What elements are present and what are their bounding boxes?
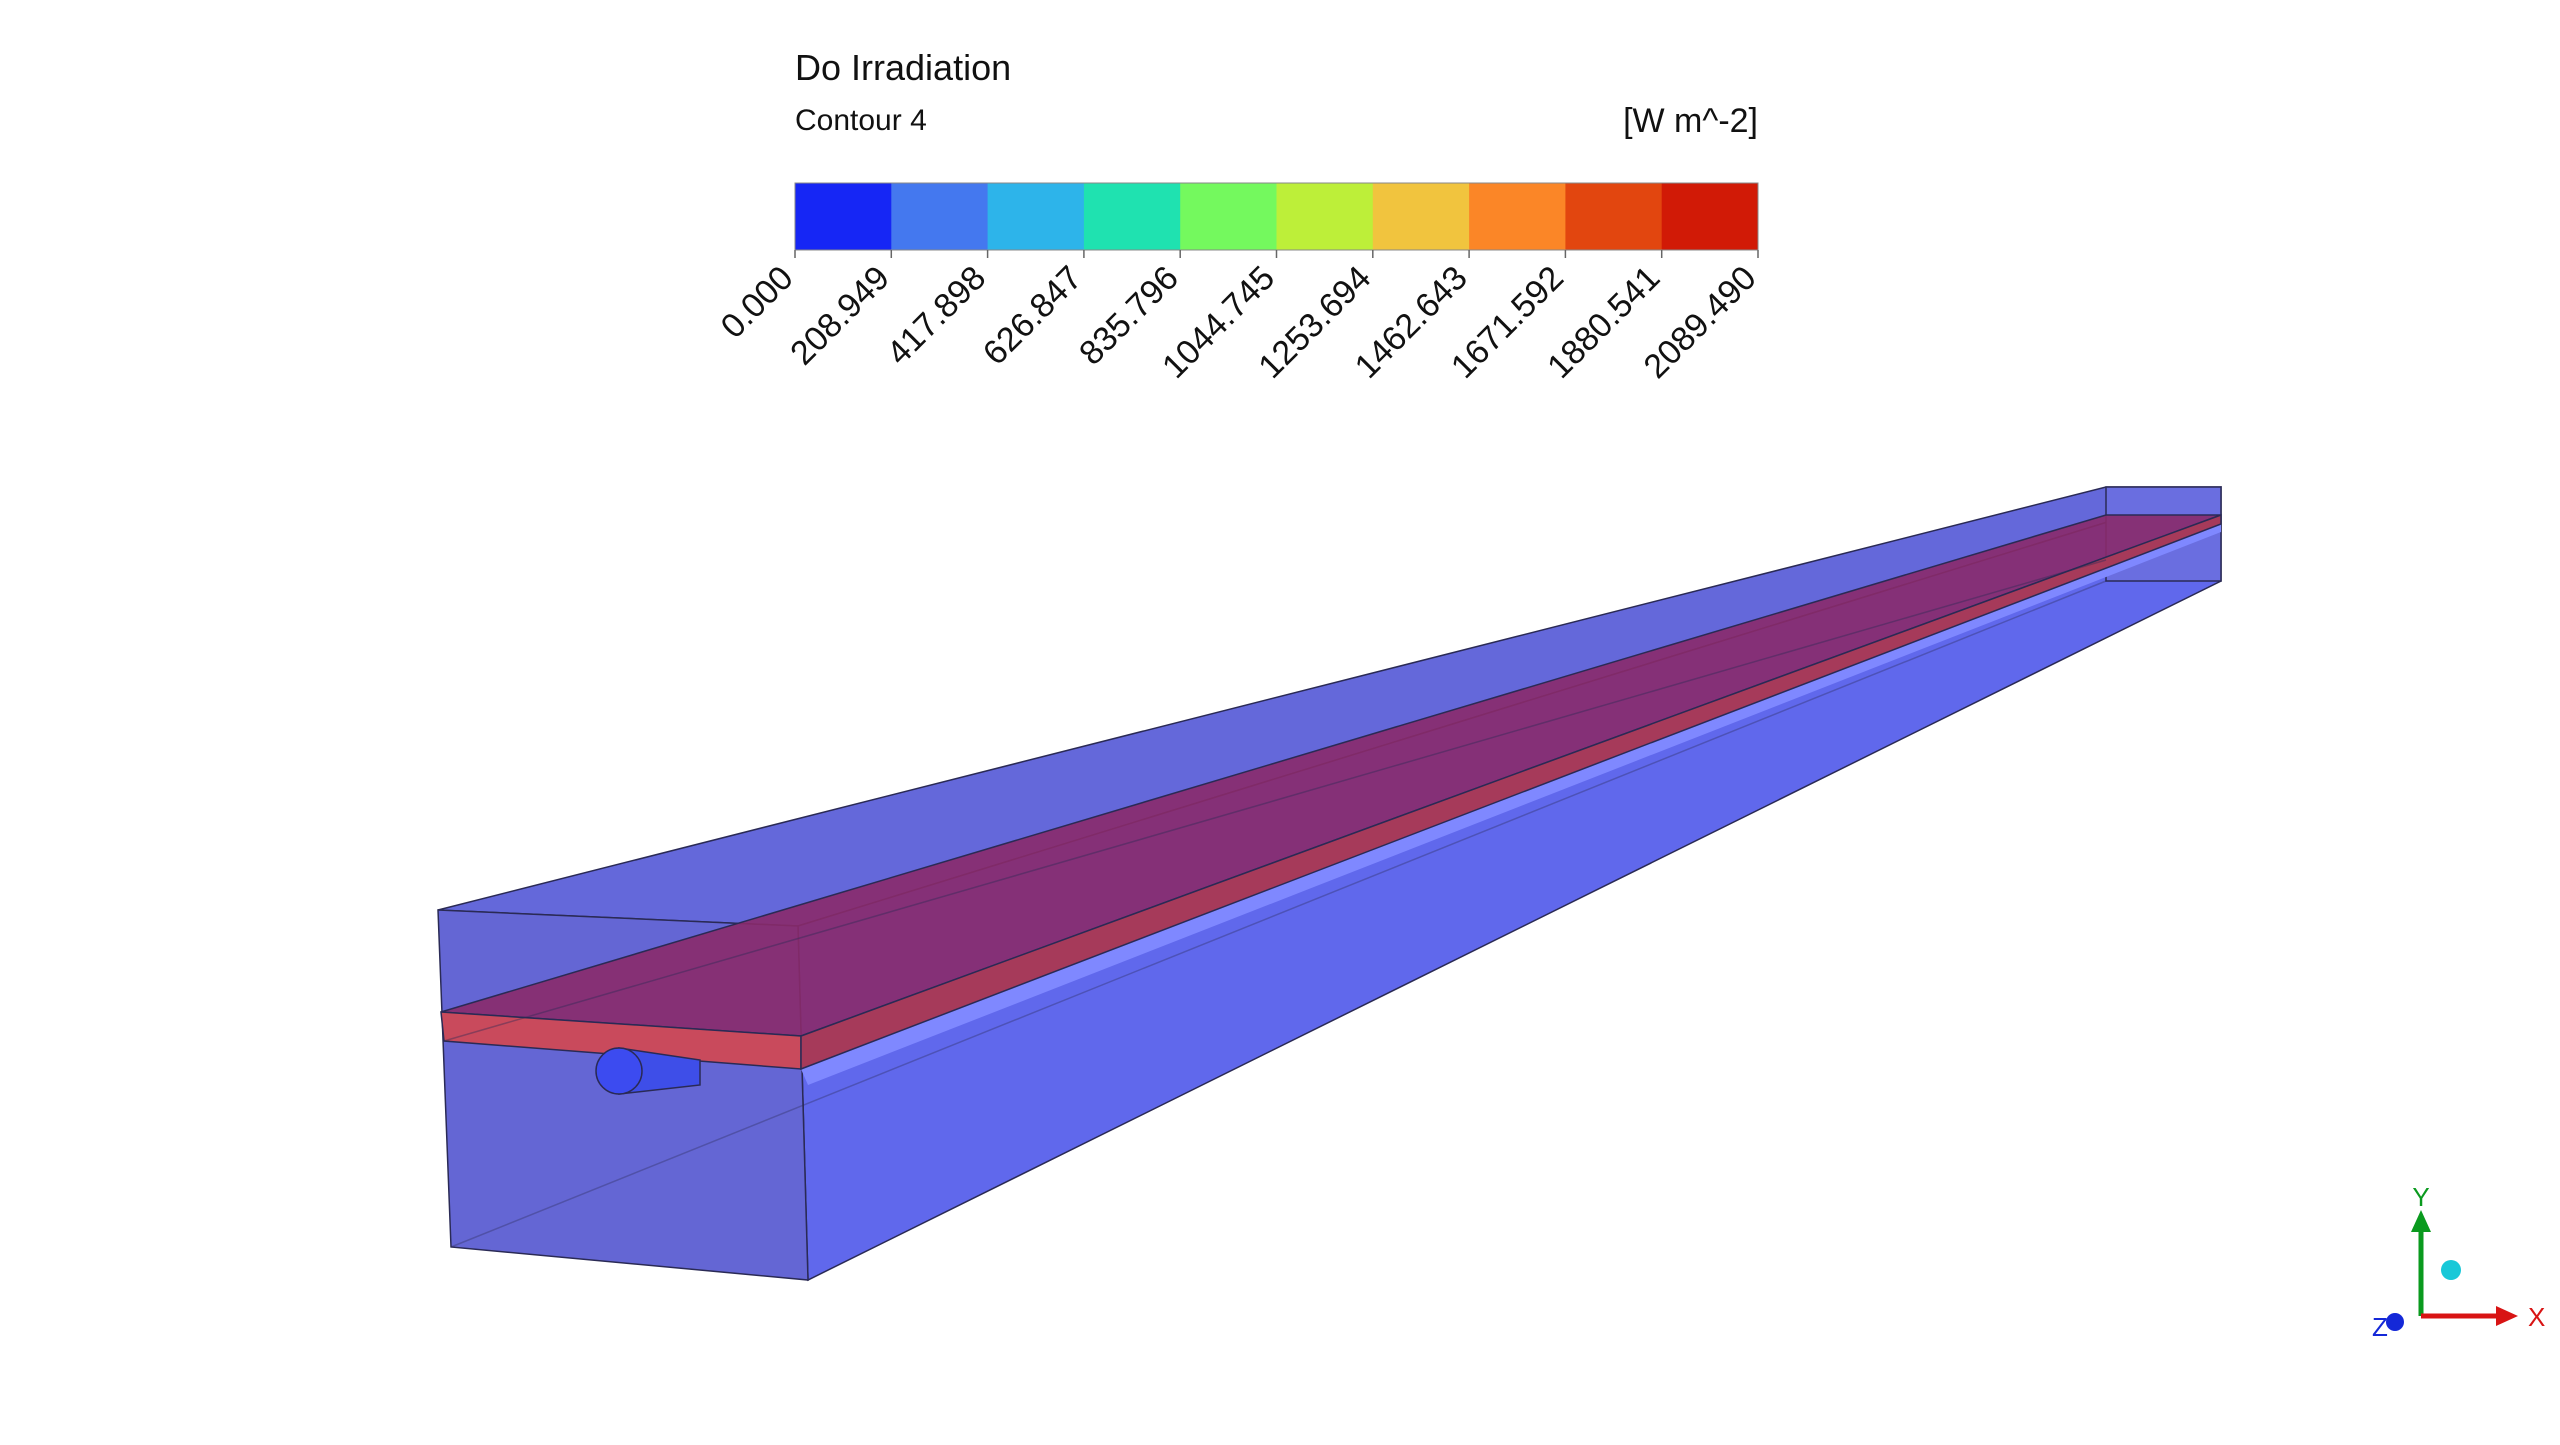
legend-title: Do Irradiation — [795, 47, 1011, 88]
x-arrowhead — [2496, 1306, 2518, 1326]
colorbar-band — [891, 183, 989, 250]
geometry — [437, 485, 2222, 1282]
plate-side — [800, 513, 2222, 1071]
colorbar-band — [1083, 183, 1181, 250]
legend-unit: [W m^-2] — [1623, 102, 1758, 140]
colorbar-ticks: 0.000208.949417.898626.847835.7961044.74… — [714, 250, 1764, 386]
colorbar-band — [1180, 183, 1277, 250]
colorbar-band — [1565, 183, 1663, 250]
tube-end — [595, 1047, 643, 1095]
tick-label: 626.847 — [976, 259, 1090, 373]
edge — [450, 580, 2107, 1248]
x-label: X — [2528, 1302, 2545, 1332]
colorbar-band — [987, 183, 1085, 250]
colorbar-band — [1276, 183, 1374, 250]
tick-label: 0.000 — [714, 259, 801, 346]
colorbar-band — [1372, 183, 1470, 250]
colorbar — [794, 182, 1759, 251]
tick-label: 417.898 — [879, 259, 993, 373]
z-axis-dot — [2386, 1313, 2404, 1331]
legend-subtitle: Contour 4 — [795, 104, 927, 137]
y-label: Y — [2412, 1182, 2429, 1212]
colorbar-band — [795, 183, 892, 250]
y-arrowhead — [2411, 1210, 2431, 1232]
colorbar-band — [1661, 183, 1759, 250]
tick-label: 208.949 — [783, 259, 897, 373]
z-label: Z — [2372, 1312, 2388, 1342]
lower-strip — [801, 524, 2221, 1085]
colorbar-band — [1469, 183, 1566, 250]
edge — [443, 559, 2107, 1042]
view-ball — [2441, 1260, 2461, 1280]
axes-triad: Y X Z — [2372, 1182, 2545, 1342]
